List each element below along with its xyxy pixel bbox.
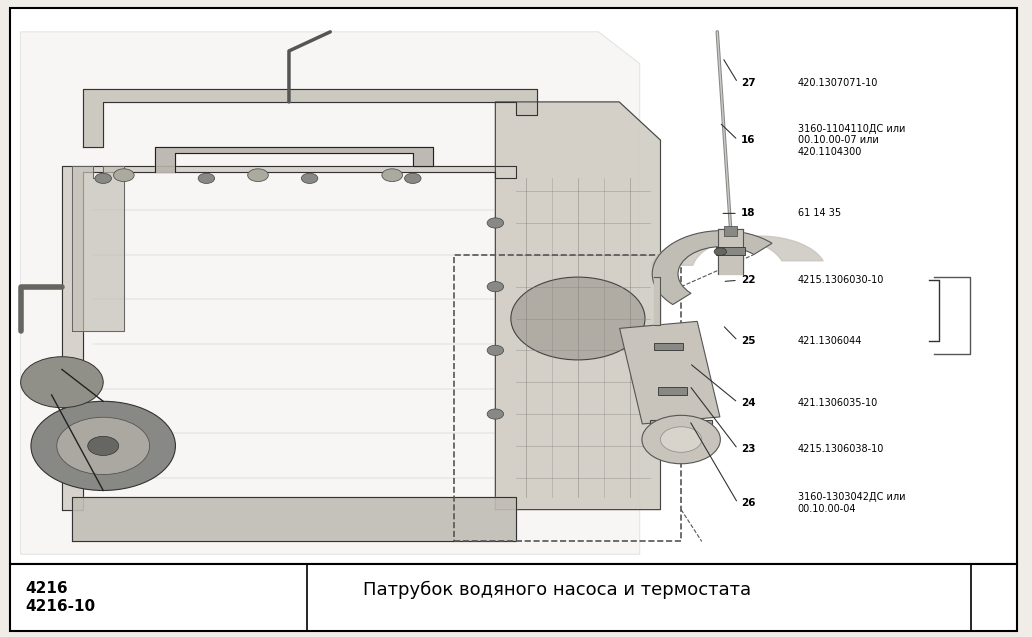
Text: 4216: 4216: [26, 581, 68, 596]
Polygon shape: [62, 166, 516, 510]
Bar: [10, 564, 1017, 631]
Text: 61 14 35: 61 14 35: [798, 208, 841, 218]
Circle shape: [382, 169, 402, 182]
Text: 23: 23: [741, 444, 755, 454]
Text: 25: 25: [741, 336, 755, 346]
Text: 16: 16: [741, 135, 755, 145]
Bar: [658, 387, 687, 395]
Polygon shape: [654, 277, 660, 325]
Circle shape: [487, 409, 504, 419]
Circle shape: [21, 357, 103, 408]
Circle shape: [511, 277, 645, 360]
Circle shape: [88, 436, 119, 455]
Text: 22: 22: [741, 275, 755, 285]
Text: 4216-10: 4216-10: [26, 599, 96, 614]
Text: Патрубок водяного насоса и термостата: Патрубок водяного насоса и термостата: [363, 581, 751, 599]
Bar: [10, 8, 1017, 564]
Circle shape: [487, 218, 504, 228]
Text: 421.1306044: 421.1306044: [798, 336, 862, 346]
Circle shape: [487, 345, 504, 355]
Text: 24: 24: [741, 397, 755, 408]
Text: 26: 26: [741, 498, 755, 508]
Text: 3160-1303042ДС или
00.10.00-04: 3160-1303042ДС или 00.10.00-04: [798, 492, 905, 514]
Polygon shape: [495, 102, 660, 510]
Circle shape: [714, 248, 727, 255]
Circle shape: [31, 401, 175, 490]
Text: 420.1307071-10: 420.1307071-10: [798, 78, 878, 88]
Polygon shape: [83, 89, 537, 147]
Circle shape: [95, 173, 111, 183]
Circle shape: [301, 173, 318, 183]
Polygon shape: [650, 420, 712, 433]
Text: 4215.1306038-10: 4215.1306038-10: [798, 444, 884, 454]
Circle shape: [248, 169, 268, 182]
Text: 3160-1104110ДС или
00.10.00-07 или
420.1104300: 3160-1104110ДС или 00.10.00-07 или 420.1…: [798, 124, 905, 157]
Circle shape: [660, 427, 702, 452]
Polygon shape: [21, 32, 640, 554]
Circle shape: [198, 173, 215, 183]
Polygon shape: [155, 147, 433, 172]
Text: 421.1306035-10: 421.1306035-10: [798, 397, 878, 408]
Bar: [716, 247, 745, 255]
Wedge shape: [652, 231, 772, 304]
Text: 27: 27: [741, 78, 755, 88]
Text: 4215.1306030-10: 4215.1306030-10: [798, 275, 884, 285]
Polygon shape: [72, 497, 516, 541]
Bar: [454, 255, 681, 541]
Circle shape: [405, 173, 421, 183]
Polygon shape: [72, 166, 124, 331]
Bar: [724, 226, 737, 236]
Circle shape: [57, 417, 150, 475]
Circle shape: [487, 282, 504, 292]
Polygon shape: [619, 321, 720, 424]
Circle shape: [642, 415, 720, 464]
Bar: [654, 343, 683, 350]
Circle shape: [114, 169, 134, 182]
Text: 18: 18: [741, 208, 755, 218]
